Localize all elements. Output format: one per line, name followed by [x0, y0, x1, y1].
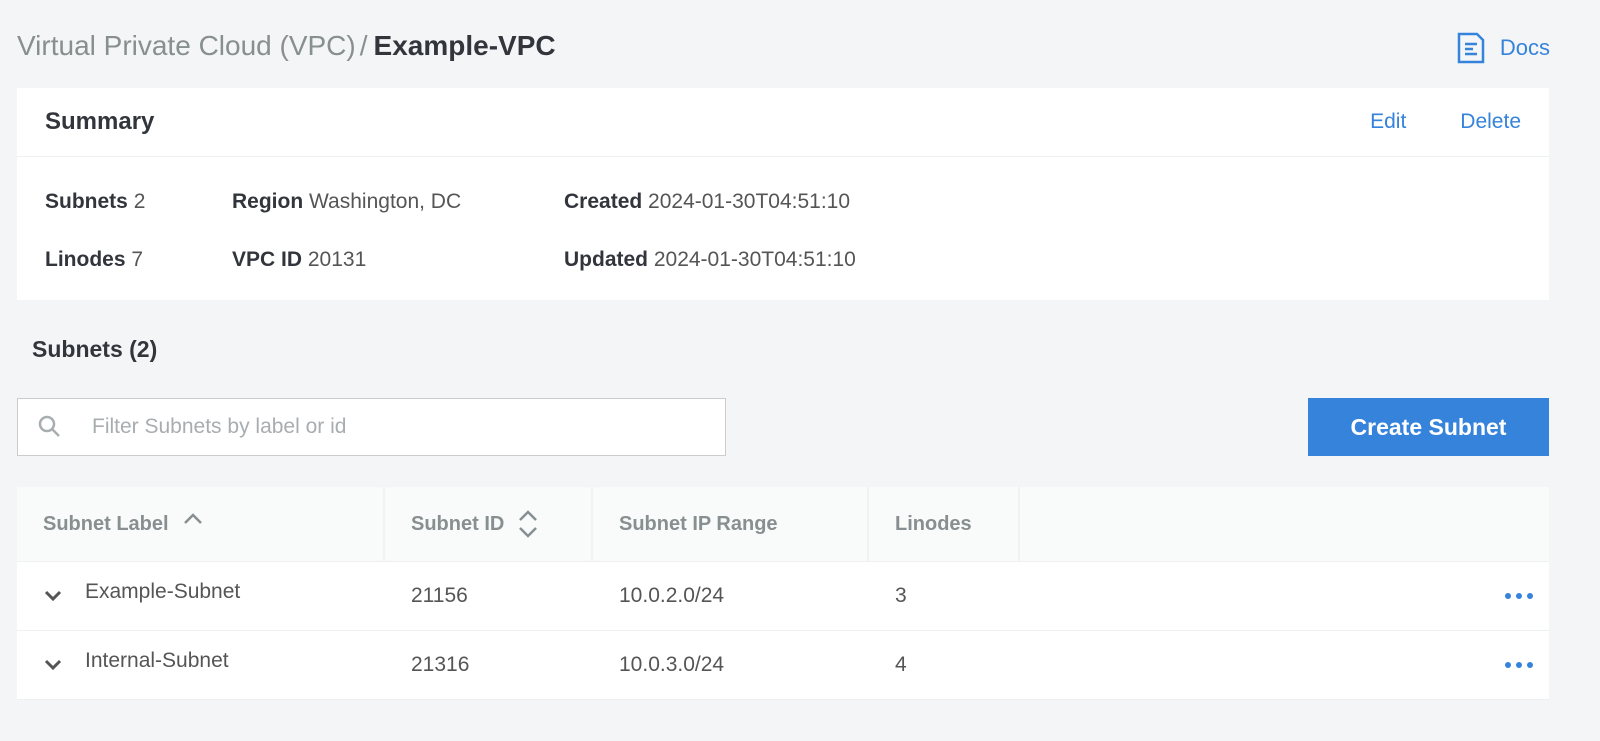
- created: Created 2024-01-30T04:51:10: [564, 190, 851, 213]
- edit-button[interactable]: Edit: [1370, 110, 1407, 133]
- search-icon: [38, 415, 60, 437]
- subnet-id: 21316: [411, 653, 470, 676]
- filter-field: [17, 398, 726, 456]
- subnets-table: Subnet Label Subnet ID Subnet IP Range L…: [17, 487, 1549, 700]
- docs-icon: [1457, 32, 1485, 64]
- docs-link[interactable]: Docs: [1456, 32, 1550, 64]
- subnet-label: Internal-Subnet: [85, 649, 229, 672]
- table-header: Subnet Label Subnet ID Subnet IP Range L…: [17, 487, 1549, 562]
- subnet-range: 10.0.3.0/24: [619, 653, 725, 676]
- subnet-range: 10.0.2.0/24: [619, 584, 725, 607]
- breadcrumb-separator: /: [359, 30, 368, 61]
- filter-input[interactable]: [92, 415, 652, 439]
- column-subnet-label[interactable]: Subnet Label: [17, 487, 385, 561]
- subnet-linodes: 4: [895, 653, 907, 676]
- vpc-id: VPC ID 20131: [232, 248, 367, 271]
- subnet-linodes: 3: [895, 584, 907, 607]
- updated: Updated 2024-01-30T04:51:10: [564, 248, 856, 271]
- table-row[interactable]: Internal-Subnet 21316 10.0.3.0/24 4: [17, 631, 1549, 700]
- summary-title: Summary: [45, 108, 155, 135]
- create-subnet-button[interactable]: Create Subnet: [1308, 398, 1549, 456]
- docs-label: Docs: [1499, 35, 1550, 60]
- summary-card: Summary Edit Delete Subnets 2 Linodes 7 …: [17, 88, 1549, 300]
- chevron-down-icon[interactable]: [43, 658, 63, 672]
- subnet-id: 21156: [411, 584, 468, 607]
- page-title: Example-VPC: [373, 30, 556, 61]
- breadcrumb-parent[interactable]: Virtual Private Cloud (VPC): [17, 30, 356, 61]
- delete-button[interactable]: Delete: [1460, 110, 1521, 133]
- column-ip-range: Subnet IP Range: [593, 487, 869, 561]
- sort-icon: [519, 510, 538, 538]
- sort-ascending-icon: [183, 513, 202, 524]
- column-linodes: Linodes: [869, 487, 1020, 561]
- more-actions-icon[interactable]: [1505, 593, 1533, 599]
- subnets-heading: Subnets (2): [32, 336, 158, 362]
- subnets-count: Subnets 2: [45, 190, 146, 213]
- linodes-count: Linodes 7: [45, 248, 144, 271]
- chevron-down-icon[interactable]: [43, 589, 63, 603]
- region: Region Washington, DC: [232, 190, 462, 213]
- table-row[interactable]: Example-Subnet 21156 10.0.2.0/24 3: [17, 562, 1549, 631]
- more-actions-icon[interactable]: [1505, 662, 1533, 668]
- subnet-label: Example-Subnet: [85, 580, 241, 603]
- breadcrumb: Virtual Private Cloud (VPC) / Example-VP…: [17, 30, 556, 62]
- column-subnet-id[interactable]: Subnet ID: [385, 487, 593, 561]
